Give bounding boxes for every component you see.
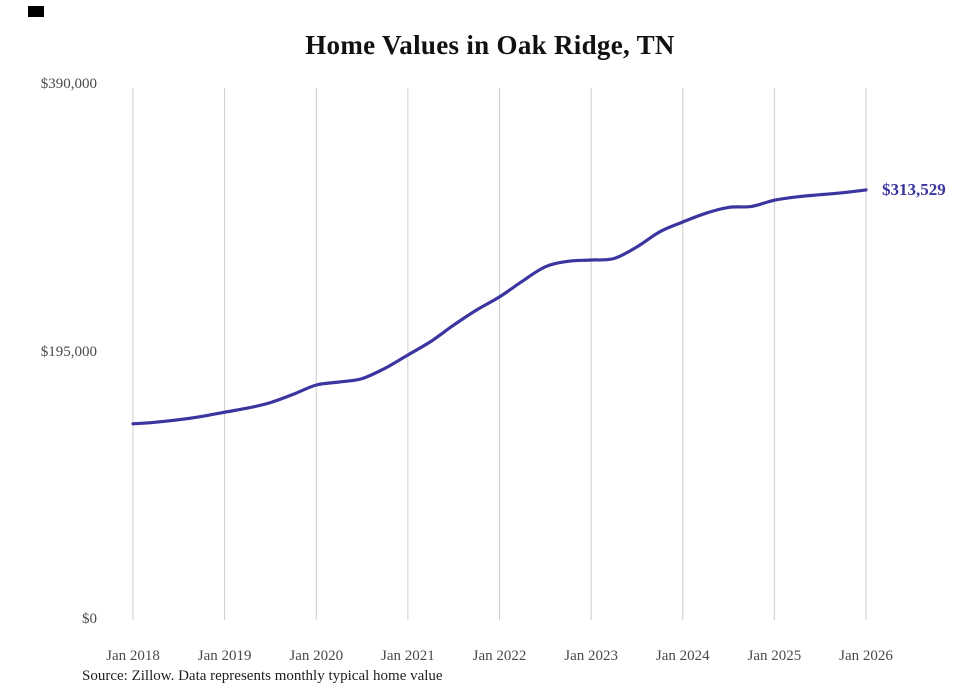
gridlines bbox=[132, 88, 867, 620]
x-tick-label: Jan 2021 bbox=[381, 648, 435, 664]
x-tick-label: Jan 2019 bbox=[197, 648, 252, 664]
y-tick-label: $390,000 bbox=[40, 76, 97, 92]
corner-mark bbox=[28, 6, 44, 17]
x-tick-label: Jan 2020 bbox=[289, 648, 344, 664]
end-value-label: $313,529 bbox=[882, 179, 946, 199]
x-tick-label: Jan 2023 bbox=[564, 648, 618, 664]
x-tick-label: Jan 2026 bbox=[839, 648, 893, 664]
x-tick-label: Jan 2018 bbox=[106, 648, 160, 664]
home-value-line bbox=[131, 188, 868, 426]
chart-title: Home Values in Oak Ridge, TN bbox=[305, 30, 675, 60]
y-tick-label: $195,000 bbox=[40, 343, 97, 360]
x-tick-label: Jan 2025 bbox=[747, 648, 802, 664]
x-tick-label: Jan 2024 bbox=[655, 648, 710, 664]
x-tick-label: Jan 2022 bbox=[472, 648, 527, 664]
y-tick-label: $0 bbox=[82, 611, 97, 627]
source-note: Source: Zillow. Data represents monthly … bbox=[82, 668, 443, 684]
